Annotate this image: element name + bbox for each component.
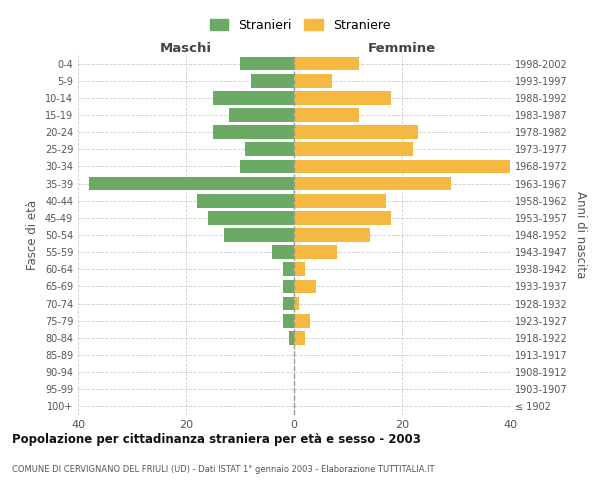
Text: COMUNE DI CERVIGNANO DEL FRIULI (UD) - Dati ISTAT 1° gennaio 2003 - Elaborazione: COMUNE DI CERVIGNANO DEL FRIULI (UD) - D… <box>12 466 434 474</box>
Bar <box>283 296 294 310</box>
Bar <box>294 314 310 328</box>
Bar <box>294 280 316 293</box>
Bar <box>294 228 370 242</box>
Bar <box>224 228 294 242</box>
Bar <box>289 331 294 344</box>
Bar <box>294 176 451 190</box>
Text: Popolazione per cittadinanza straniera per età e sesso - 2003: Popolazione per cittadinanza straniera p… <box>12 432 421 446</box>
Bar <box>283 262 294 276</box>
Bar <box>294 56 359 70</box>
Bar <box>294 262 305 276</box>
Bar <box>245 142 294 156</box>
Bar <box>213 126 294 139</box>
Bar <box>294 108 359 122</box>
Bar <box>294 194 386 207</box>
Text: Femmine: Femmine <box>368 42 436 55</box>
Bar <box>294 142 413 156</box>
Bar <box>229 108 294 122</box>
Bar <box>294 74 332 88</box>
Bar <box>294 126 418 139</box>
Y-axis label: Anni di nascita: Anni di nascita <box>574 192 587 278</box>
Bar <box>272 246 294 259</box>
Bar <box>283 280 294 293</box>
Bar <box>294 246 337 259</box>
Bar <box>294 160 510 173</box>
Bar <box>283 314 294 328</box>
Text: Maschi: Maschi <box>160 42 212 55</box>
Bar <box>294 211 391 224</box>
Bar <box>89 176 294 190</box>
Bar <box>294 91 391 104</box>
Bar <box>213 91 294 104</box>
Y-axis label: Fasce di età: Fasce di età <box>26 200 39 270</box>
Bar <box>240 56 294 70</box>
Bar <box>294 331 305 344</box>
Bar <box>208 211 294 224</box>
Bar <box>197 194 294 207</box>
Bar <box>294 296 299 310</box>
Legend: Stranieri, Straniere: Stranieri, Straniere <box>205 14 395 37</box>
Bar <box>240 160 294 173</box>
Bar <box>251 74 294 88</box>
